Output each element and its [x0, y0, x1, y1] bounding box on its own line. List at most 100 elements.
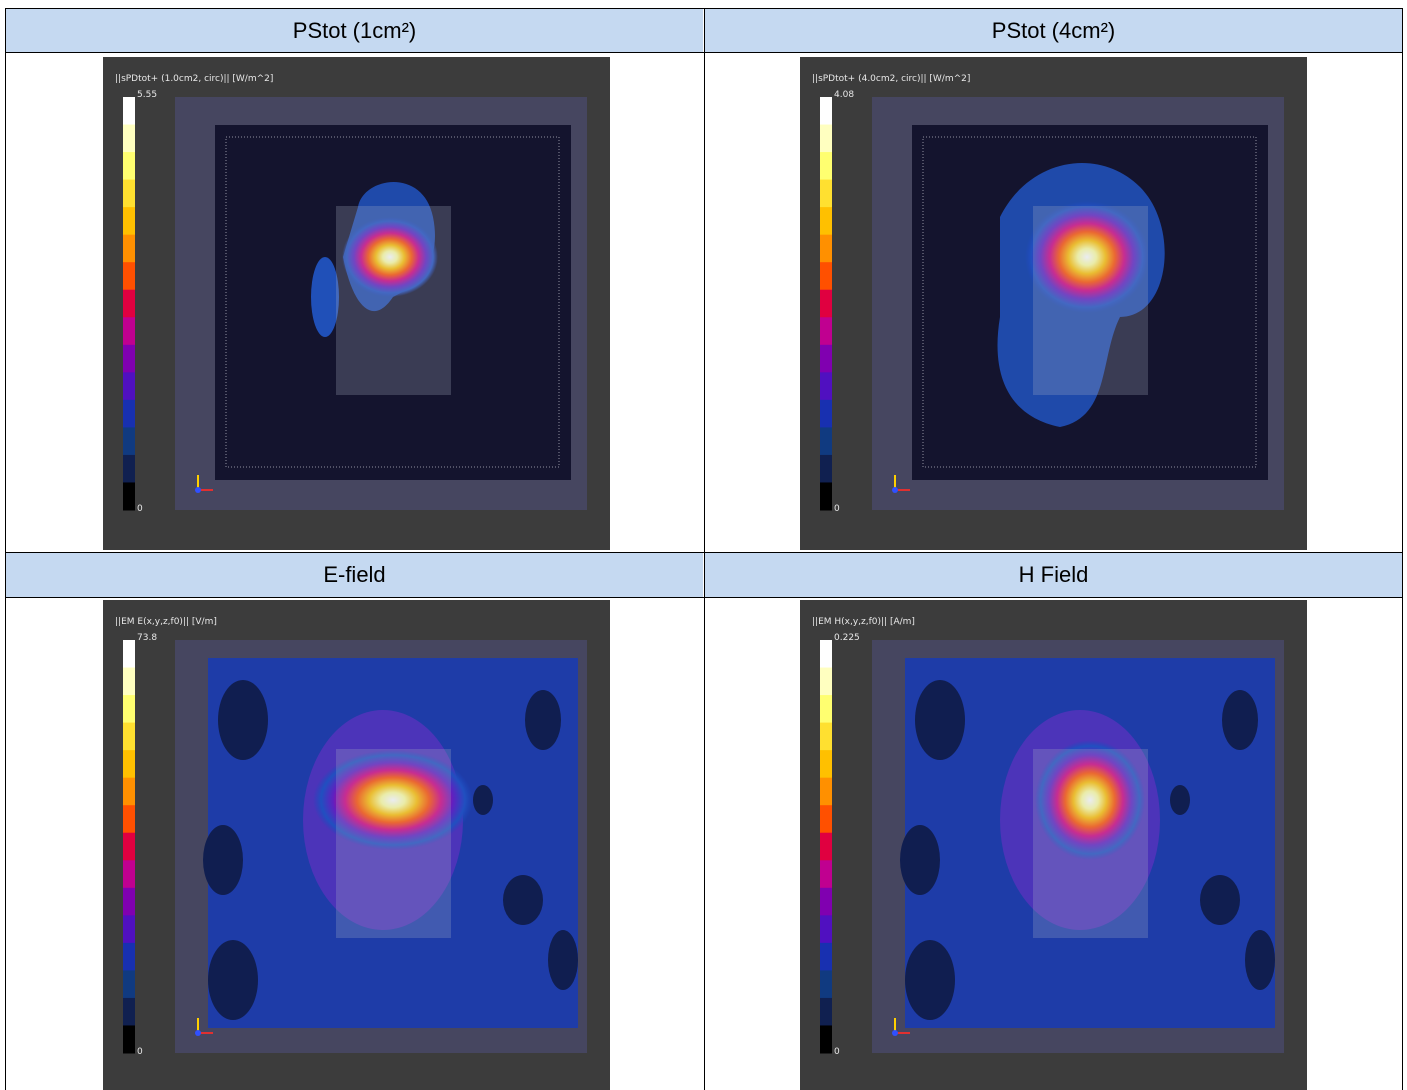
colorbar-segment [123, 289, 135, 318]
axis-icon [892, 1030, 898, 1036]
low-region [218, 680, 268, 760]
colorbar-min: 0 [834, 504, 840, 514]
colorbar-max: 73.8 [137, 633, 157, 643]
colorbar-segment [123, 860, 135, 889]
colorbar-segment [820, 640, 832, 669]
field-plot: ||EM H(x,y,z,f0)|| [A/m] 0.225 0 [800, 600, 1307, 1090]
colorbar-segment [820, 832, 832, 861]
low-region [905, 940, 955, 1020]
colorbar-title: ||EM H(x,y,z,f0)|| [A/m] [812, 617, 915, 627]
colorbar-segment [123, 777, 135, 806]
low-region [1200, 875, 1240, 925]
hot-spot [1025, 201, 1149, 313]
overlay [336, 206, 451, 395]
colorbar-segment [820, 997, 832, 1026]
colorbar-segment [123, 234, 135, 263]
low-region [1170, 785, 1190, 815]
colorbar-segment [820, 695, 832, 724]
colorbar-segment [820, 860, 832, 889]
low-region [525, 690, 561, 750]
colorbar-segment [123, 344, 135, 373]
colorbar-max: 5.55 [137, 90, 157, 100]
colorbar-segment [820, 805, 832, 834]
colorbar-segment [820, 207, 832, 236]
axis-icon [195, 1030, 201, 1036]
colorbar-segment [123, 832, 135, 861]
colorbar-segment [123, 695, 135, 724]
colorbar-segment [123, 207, 135, 236]
colorbar-max: 0.225 [834, 633, 860, 643]
field-blob [311, 257, 339, 337]
colorbar-segment [820, 97, 832, 126]
overlay [1033, 749, 1148, 938]
field-plot: ||sPDtot+ (1.0cm2, circ)|| [W/m^2] 5.55 0 [103, 57, 610, 550]
colorbar-segment [820, 317, 832, 346]
colorbar-title: ||sPDtot+ (4.0cm2, circ)|| [W/m^2] [812, 74, 970, 84]
colorbar-segment [820, 915, 832, 944]
colorbar-segment [123, 152, 135, 181]
colorbar-segment [123, 887, 135, 916]
low-region [548, 930, 578, 990]
colorbar-segment [820, 667, 832, 696]
colorbar-segment [123, 1025, 135, 1054]
colorbar-segment [820, 454, 832, 483]
colorbar-segment [820, 427, 832, 456]
colorbar-segment [820, 262, 832, 291]
colorbar-title: ||sPDtot+ (1.0cm2, circ)|| [W/m^2] [115, 74, 273, 84]
colorbar-segment [123, 997, 135, 1026]
hot-spot [1035, 740, 1145, 860]
colorbar-segment [820, 399, 832, 428]
axis-icon [195, 487, 201, 493]
colorbar-min: 0 [834, 1047, 840, 1057]
colorbar-segment [820, 482, 832, 511]
field-plot: ||EM E(x,y,z,f0)|| [V/m] 73.8 0 [103, 600, 610, 1090]
colorbar-segment [820, 152, 832, 181]
colorbar-segment [123, 805, 135, 834]
header-cell: PStot (4cm²) [705, 9, 1402, 52]
header-cell: H Field [705, 553, 1402, 597]
header-cell: E-field [6, 553, 703, 597]
colorbar-segment [820, 372, 832, 401]
low-region [208, 940, 258, 1020]
colorbar-segment [820, 344, 832, 373]
colorbar-segment [123, 942, 135, 971]
colorbar-min: 0 [137, 1047, 143, 1057]
colorbar-segment [820, 234, 832, 263]
colorbar-segment [123, 454, 135, 483]
colorbar-title: ||EM E(x,y,z,f0)|| [V/m] [115, 617, 217, 627]
colorbar-segment [820, 179, 832, 208]
axis-icon [892, 487, 898, 493]
colorbar-segment [123, 262, 135, 291]
colorbar-segment [820, 124, 832, 153]
hot-spot [313, 750, 473, 850]
colorbar-segment [820, 1025, 832, 1054]
colorbar-segment [123, 915, 135, 944]
colorbar-segment [123, 97, 135, 126]
low-region [473, 785, 493, 815]
low-region [1222, 690, 1258, 750]
colorbar-max: 4.08 [834, 90, 854, 100]
border [5, 8, 6, 1090]
colorbar-segment [820, 777, 832, 806]
low-region [503, 875, 543, 925]
low-region [1245, 930, 1275, 990]
colorbar-segment [820, 942, 832, 971]
colorbar-segment [123, 124, 135, 153]
low-region [915, 680, 965, 760]
colorbar-segment [123, 640, 135, 669]
colorbar-segment [123, 750, 135, 779]
scan-outline [225, 136, 560, 468]
colorbar-segment [123, 317, 135, 346]
colorbar-segment [820, 722, 832, 751]
overlay [1033, 206, 1148, 395]
hot-spot [342, 217, 438, 297]
field-plot: ||sPDtot+ (4.0cm2, circ)|| [W/m^2] 4.08 0 [800, 57, 1307, 550]
colorbar-min: 0 [137, 504, 143, 514]
overlay [336, 749, 451, 938]
colorbar-segment [820, 970, 832, 999]
colorbar-segment [123, 179, 135, 208]
low-region [203, 825, 243, 895]
colorbar-segment [123, 427, 135, 456]
low-region [900, 825, 940, 895]
